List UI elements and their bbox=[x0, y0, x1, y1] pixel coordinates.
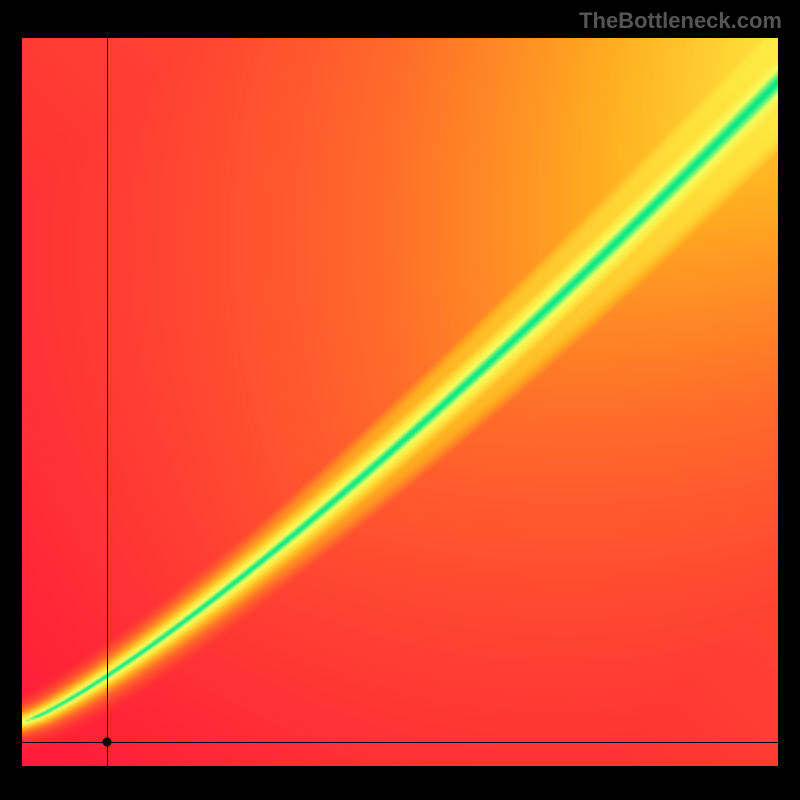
crosshair-horizontal bbox=[22, 742, 778, 743]
heatmap-plot bbox=[22, 38, 778, 766]
heatmap-canvas bbox=[22, 38, 778, 766]
watermark-text: TheBottleneck.com bbox=[579, 8, 782, 34]
crosshair-marker bbox=[102, 737, 111, 746]
crosshair-vertical bbox=[107, 38, 108, 766]
